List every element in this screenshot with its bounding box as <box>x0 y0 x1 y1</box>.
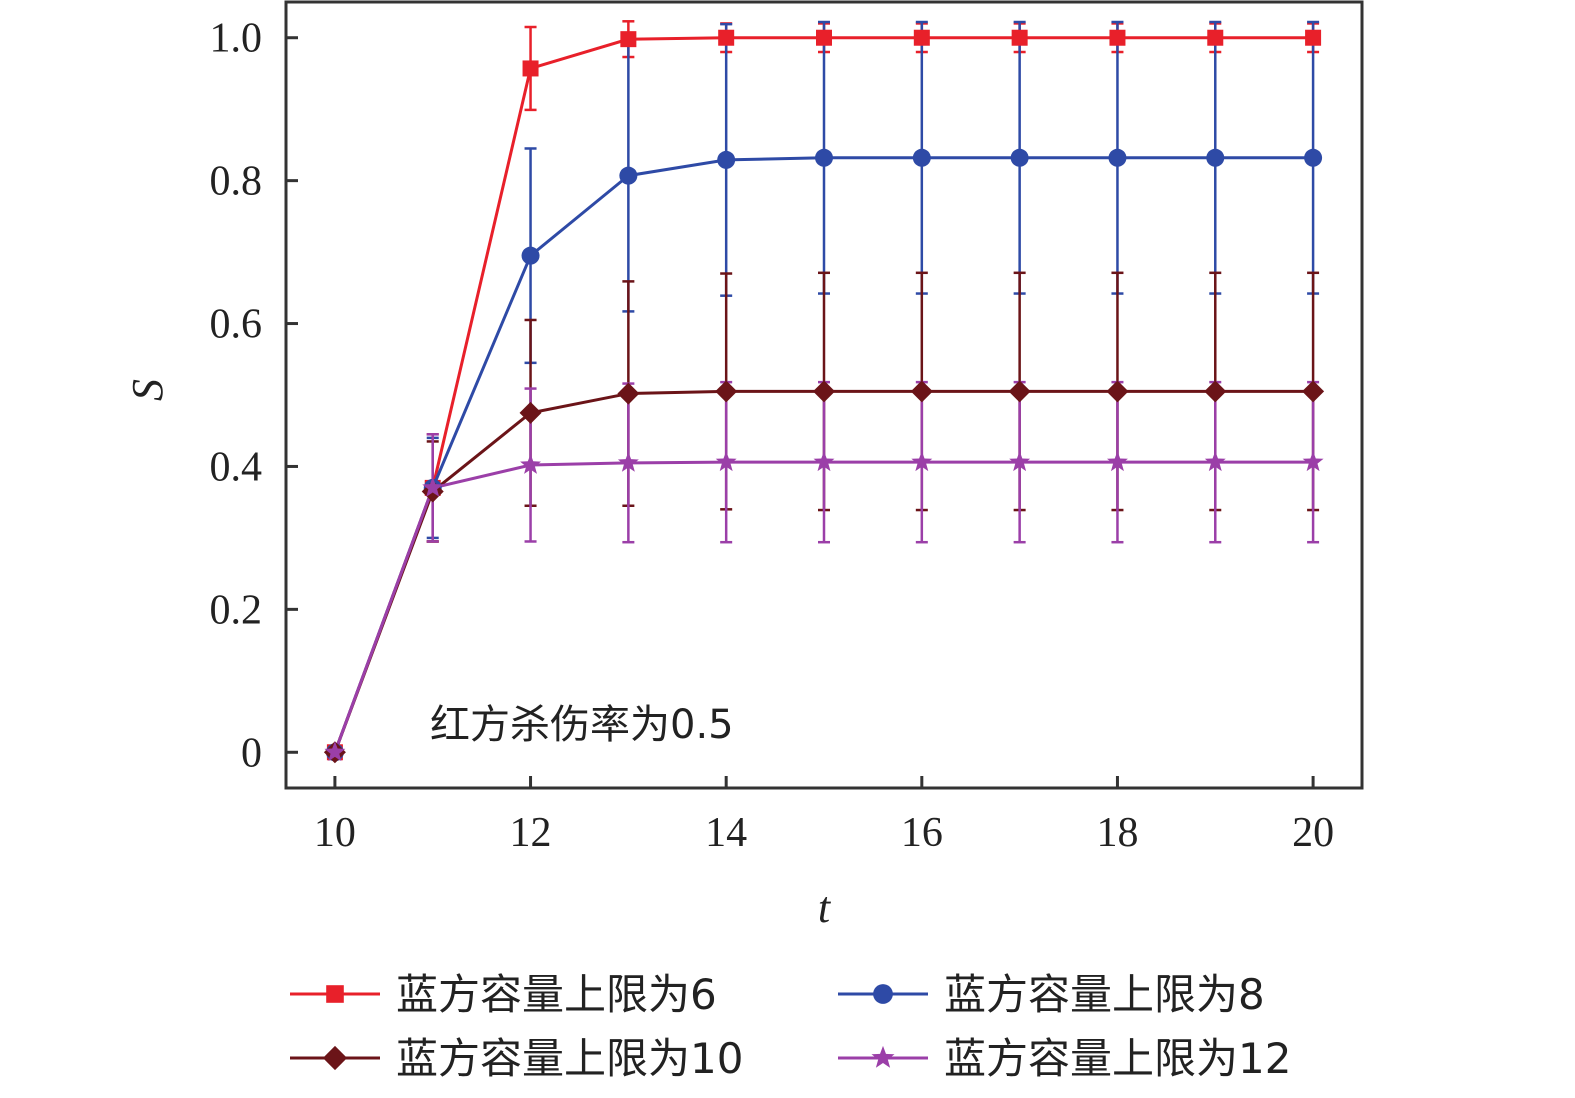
x-axis-title: t <box>818 883 832 932</box>
y-tick-label: 0.2 <box>210 587 263 633</box>
data-point <box>619 166 638 185</box>
data-point <box>617 382 640 405</box>
x-tick-label: 20 <box>1292 810 1334 856</box>
legend-label: 蓝方容量上限为6 <box>396 970 717 1019</box>
data-point <box>620 31 637 48</box>
data-point <box>1008 380 1031 403</box>
y-tick-label: 0.6 <box>210 302 263 348</box>
legend: 蓝方容量上限为6 蓝方容量上限为8 蓝方容量上限为10 蓝方容量上限为12 <box>290 970 1291 1083</box>
data-point <box>912 148 931 167</box>
data-point <box>519 401 542 424</box>
data-point <box>813 380 835 403</box>
data-point <box>1304 148 1323 167</box>
data-point <box>1204 380 1227 403</box>
data-point <box>911 451 933 472</box>
data-point <box>1207 29 1224 46</box>
error-bars-circle <box>426 20 1320 540</box>
y-tick-label: 0 <box>241 730 262 776</box>
plot-frame <box>284 0 1364 790</box>
data-point <box>1206 148 1225 167</box>
data-point <box>715 451 737 472</box>
legend-label: 蓝方容量上限为8 <box>944 970 1265 1019</box>
data-point <box>520 454 542 474</box>
data-point <box>1109 29 1126 46</box>
data-point <box>816 29 832 46</box>
x-tick-label: 18 <box>1096 810 1138 856</box>
data-point <box>1305 29 1322 46</box>
data-point <box>1302 451 1324 472</box>
data-point <box>913 29 930 46</box>
legend-marker <box>322 1045 348 1071</box>
plot-area <box>323 20 1325 764</box>
legend-item: 蓝方容量上限为10 <box>290 1034 743 1083</box>
series-points-star <box>324 451 1324 762</box>
data-point <box>717 150 736 169</box>
legend-marker <box>873 984 893 1004</box>
data-point <box>521 246 540 265</box>
data-point <box>1009 451 1031 472</box>
x-tick-label: 16 <box>901 810 943 856</box>
data-point <box>715 380 738 403</box>
legend-item: 蓝方容量上限为8 <box>838 970 1265 1019</box>
legend-label: 蓝方容量上限为12 <box>944 1034 1291 1083</box>
annotation-text: 红方杀伤率为0.5 <box>430 702 734 748</box>
y-tick-label: 0.4 <box>210 444 263 490</box>
data-point <box>422 476 444 497</box>
x-tick-label: 14 <box>705 810 747 856</box>
data-point <box>1204 451 1226 472</box>
data-point <box>1108 148 1127 167</box>
data-point <box>522 60 539 77</box>
x-tick-label: 12 <box>510 810 552 856</box>
data-point <box>718 29 735 46</box>
legend-item: 蓝方容量上限为6 <box>290 970 717 1019</box>
data-point <box>910 380 933 403</box>
x-tick-label: 10 <box>314 810 356 856</box>
data-point <box>1011 29 1028 46</box>
y-tick-label: 0.8 <box>210 159 263 205</box>
legend-label: 蓝方容量上限为10 <box>396 1034 743 1083</box>
y-axis-title: S <box>123 379 172 401</box>
legend-item: 蓝方容量上限为12 <box>838 1034 1291 1083</box>
legend-marker <box>326 985 344 1003</box>
y-tick-label: 1.0 <box>210 16 263 62</box>
data-point <box>1106 380 1129 403</box>
series-points-square <box>326 29 1322 761</box>
data-point <box>1302 380 1325 403</box>
data-point <box>1010 148 1029 167</box>
data-point <box>324 741 346 762</box>
axes: 10 12 14 16 18 20 0 0.2 0.4 0.6 0.8 1.0 <box>210 16 1335 856</box>
data-point <box>813 451 835 472</box>
legend-marker <box>871 1045 895 1068</box>
data-point <box>815 148 833 167</box>
data-point <box>617 451 639 472</box>
data-point <box>1106 451 1128 472</box>
